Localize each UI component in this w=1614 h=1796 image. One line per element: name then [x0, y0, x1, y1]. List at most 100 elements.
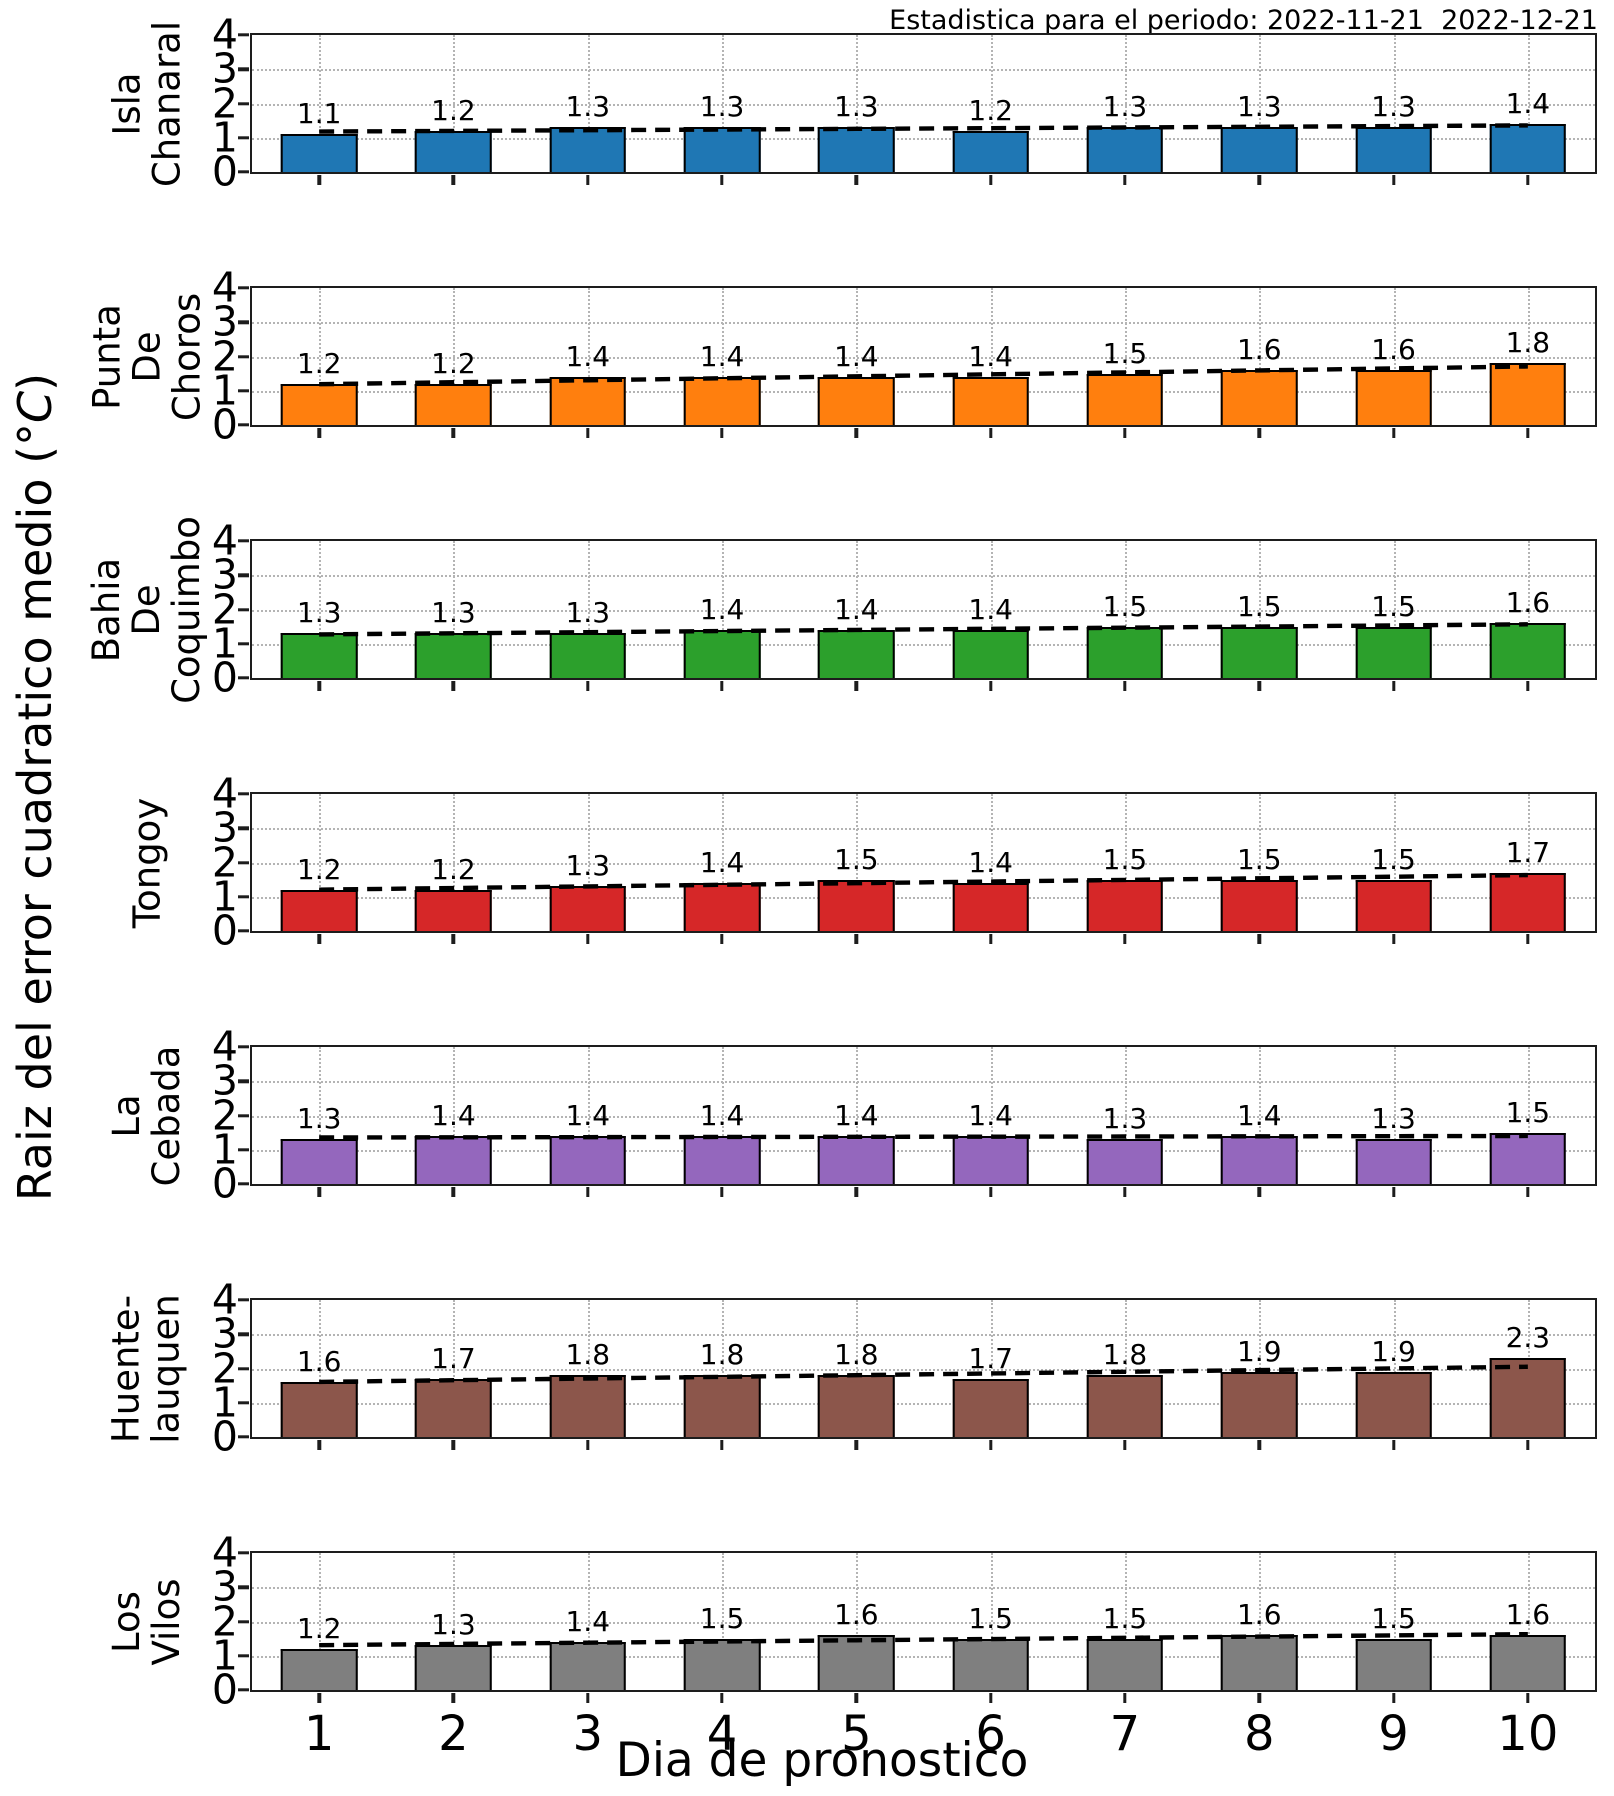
x-tick	[317, 427, 321, 438]
bar-value-label: 2.3	[1505, 1321, 1551, 1355]
x-tick	[988, 427, 993, 438]
bar-value-label: 1.2	[296, 346, 342, 380]
x-tick	[1391, 174, 1396, 185]
gridline-h	[252, 575, 1595, 578]
bar-value-label: 1.3	[834, 90, 879, 124]
x-tick	[1526, 1439, 1530, 1450]
bar	[952, 883, 1029, 931]
bar	[1489, 1132, 1567, 1184]
bar-value-label: 1.7	[968, 1341, 1013, 1375]
bar	[549, 127, 627, 172]
row-label: Tongoy	[125, 797, 169, 928]
y-tick	[238, 895, 249, 899]
y-tick	[238, 1654, 249, 1658]
y-tick	[238, 860, 249, 865]
subplot: Huente- lauquen 0 1 2 3 4 1.6 1.7 1.8 1.8 1.8 1.7 1…	[105, 1279, 1597, 1457]
gridline-v	[1393, 288, 1396, 425]
y-tick-label: 1	[211, 113, 238, 162]
gridline-v	[1527, 541, 1530, 678]
bar-value-label: 1.5	[1371, 1601, 1416, 1635]
gridline-h	[252, 896, 1595, 899]
x-tick	[1257, 1439, 1261, 1450]
gridline-v	[722, 35, 725, 172]
x-tick	[317, 1692, 321, 1703]
gridline-h	[252, 356, 1595, 359]
bar-value-label: 1.6	[1236, 333, 1282, 367]
bar-value-label: 1.3	[431, 1608, 476, 1642]
y-tick-label: 0	[211, 1159, 238, 1208]
gridline-v	[1259, 1047, 1262, 1184]
bar	[818, 1635, 895, 1690]
x-tick	[854, 933, 859, 944]
gridline-v	[856, 35, 859, 172]
gridline-h	[252, 643, 1595, 646]
y-tick	[238, 1688, 249, 1692]
x-tick	[586, 1439, 590, 1450]
x-tick	[854, 1186, 859, 1197]
y-tick	[238, 423, 249, 427]
x-tick	[1123, 174, 1127, 185]
bar	[280, 1382, 358, 1437]
y-tick-label: 1	[211, 1125, 238, 1174]
gridline-v	[1393, 1553, 1396, 1690]
bar-value-label: 1.4	[565, 340, 611, 374]
bar-value-label: 1.5	[1102, 336, 1148, 370]
gridline-v	[990, 35, 993, 172]
bar	[1086, 1139, 1164, 1184]
y-tick	[238, 1113, 249, 1118]
bar	[683, 377, 761, 425]
bar	[1489, 623, 1567, 678]
gridline-v	[1124, 1553, 1127, 1690]
row-label: Punta De Choros	[85, 292, 208, 421]
bar	[1355, 370, 1432, 425]
bar-value-label: 1.4	[834, 1099, 879, 1133]
gridline-v	[587, 541, 590, 678]
gridline-v	[587, 1553, 590, 1690]
gridline-v	[1393, 1300, 1396, 1437]
bar-value-label: 1.8	[699, 1338, 745, 1372]
bar	[280, 1648, 358, 1690]
x-tick-label: 10	[1497, 1706, 1559, 1762]
trend-line	[252, 1300, 1595, 1437]
bar	[280, 383, 358, 425]
x-tick	[586, 1186, 590, 1197]
gridline-h	[252, 1081, 1595, 1084]
y-tick-label: 4	[211, 516, 238, 565]
y-tick	[238, 1619, 249, 1624]
y-tick	[238, 1435, 249, 1439]
x-tick-label: 2	[438, 1706, 469, 1762]
gridline-h	[252, 322, 1595, 325]
y-tick	[238, 607, 249, 612]
x-tick	[854, 1692, 859, 1703]
bar-value-label: 1.4	[968, 340, 1013, 374]
y-axis-label: Raiz del error cuadratico medio (°C)	[8, 337, 62, 1237]
x-tick	[1526, 933, 1530, 944]
x-tick-label: 8	[1243, 1706, 1275, 1762]
x-tick	[1257, 1186, 1261, 1197]
gridline-v	[587, 35, 590, 172]
y-tick	[238, 929, 249, 933]
gridline-h	[252, 862, 1595, 865]
bar	[952, 1638, 1029, 1690]
x-tick-label: 1	[303, 1706, 335, 1762]
y-tick	[238, 136, 249, 140]
gridline-v	[1393, 1047, 1396, 1184]
y-tick-label: 4	[211, 1528, 238, 1577]
bar-value-label: 1.5	[699, 1601, 745, 1635]
bar-value-label: 1.5	[1371, 589, 1416, 623]
bar-value-label: 1.3	[1236, 90, 1282, 124]
bar	[280, 889, 358, 931]
bar-value-label: 1.6	[834, 1598, 879, 1632]
y-tick	[238, 1045, 249, 1049]
gridline-v	[990, 794, 993, 931]
bar-value-label: 1.2	[296, 1611, 342, 1645]
bar	[952, 377, 1029, 425]
x-tick	[1123, 1186, 1127, 1197]
trend-line	[252, 1047, 1595, 1184]
bar-value-label: 1.4	[1505, 87, 1551, 121]
x-tick	[1391, 1692, 1396, 1703]
y-tick-label: 2	[211, 838, 238, 886]
gridline-v	[319, 541, 322, 678]
bar	[1220, 879, 1298, 931]
bar-value-label: 1.3	[1371, 1102, 1416, 1136]
